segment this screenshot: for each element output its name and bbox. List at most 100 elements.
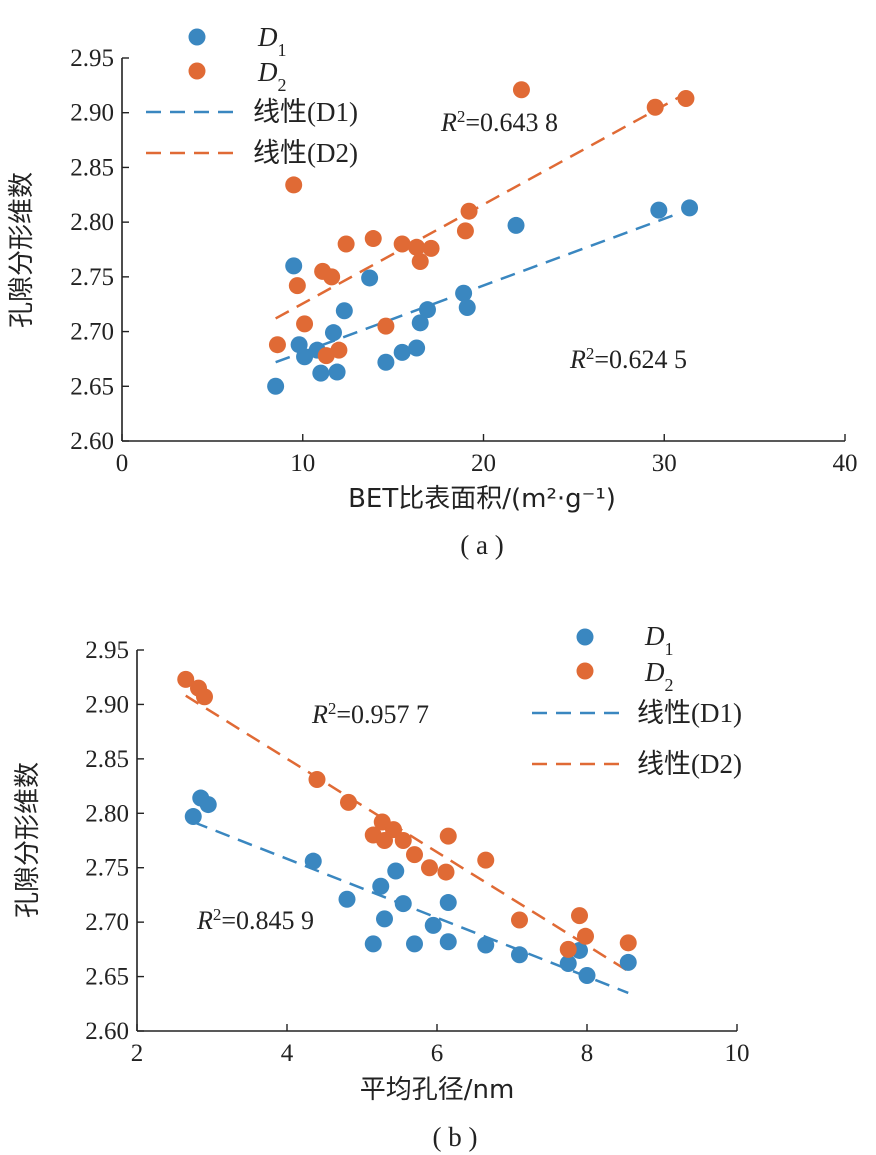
data-point-d2: [364, 230, 382, 248]
chart-b-fit-lines: [185, 694, 629, 995]
chart-a-y-label: 孔隙分形维数: [7, 172, 37, 328]
r2-sup: 2: [328, 699, 337, 718]
data-point-d1: [650, 201, 668, 219]
chart-a-x-label: BET比表面积/(m²·g⁻¹): [348, 484, 616, 514]
y-tick-label: 2.90: [70, 100, 114, 127]
y-tick-label: 2.80: [70, 209, 114, 236]
data-point-d1: [285, 257, 303, 275]
data-point-d2: [460, 202, 478, 220]
data-point-d1: [418, 301, 436, 319]
legend-subscript: 1: [278, 40, 287, 60]
x-tick-label: 10: [290, 450, 315, 477]
fit-line-d2: [275, 96, 680, 320]
y-tick-label: 2.95: [85, 637, 129, 664]
x-tick-label: 4: [281, 1040, 294, 1067]
x-tick-label: 10: [725, 1040, 750, 1067]
data-point-d2: [411, 253, 429, 271]
data-point-d1: [559, 955, 577, 973]
data-point-d1: [619, 953, 637, 971]
data-point-d1: [394, 895, 412, 913]
legend-label-d2: D2: [644, 657, 674, 695]
data-point-d1: [304, 852, 322, 870]
data-point-d2: [421, 859, 438, 877]
data-point-d1: [338, 890, 356, 908]
data-point-d2: [377, 317, 395, 335]
data-point-d2: [177, 670, 195, 688]
data-point-d2: [268, 336, 286, 354]
data-point-d2: [308, 771, 326, 789]
data-point-d1: [408, 339, 426, 357]
chart-b: 2.60 2.65 2.70 2.75 2.80 2.85 2.90 2.95 2 4 6 8 10 D…: [13, 621, 750, 1152]
y-tick-label: 2.85: [85, 746, 129, 773]
chart-a: 2.60 2.65 2.70 2.75 2.80 2.85 2.90 2.95 0 10 20 30 4…: [7, 22, 858, 560]
data-point-d1: [324, 324, 342, 342]
chart-b-axes: 2.60 2.65 2.70 2.75 2.80 2.85 2.90 2.95 2 4 6 8 10: [85, 637, 749, 1067]
data-point-d2: [323, 268, 341, 286]
legend-label-d1: D1: [257, 22, 287, 60]
legend-marker-d1: [576, 628, 594, 646]
r2-label: R: [569, 345, 586, 374]
x-tick-label: 40: [833, 450, 858, 477]
y-tick-label: 2.65: [70, 373, 114, 400]
x-tick-label: 0: [116, 450, 129, 477]
chart-b-caption: ( b ): [433, 1122, 478, 1152]
data-point-d1: [372, 877, 390, 895]
data-point-d2: [559, 940, 577, 958]
data-point-d2: [646, 98, 664, 116]
data-point-d1: [387, 862, 405, 880]
legend-label-fit-d2: 线性(D2): [637, 749, 742, 779]
data-point-d1: [376, 910, 393, 928]
chart-a-r2-d2: R2=0.643 8: [440, 107, 558, 138]
legend-label-d2: D2: [257, 57, 287, 95]
y-tick-label: 2.70: [70, 319, 114, 346]
legend-label-d1: D1: [644, 621, 674, 659]
r2-value: =0.957 7: [336, 700, 429, 729]
data-point-d1: [328, 363, 346, 381]
legend-label-fit-d1: 线性(D1): [637, 698, 742, 728]
data-point-d2: [394, 832, 412, 849]
data-point-d2: [439, 827, 457, 845]
y-tick-label: 2.60: [70, 428, 114, 455]
chart-b-y-label: 孔隙分形维数: [13, 762, 43, 918]
data-point-d1: [184, 808, 202, 826]
r2-sup: 2: [213, 905, 222, 924]
chart-a-legend: D1 D2 线性(D1) 线性(D2): [146, 22, 358, 168]
data-point-d2: [677, 89, 695, 107]
legend-marker-d2: [188, 62, 206, 80]
fit-line-d2: [185, 694, 629, 973]
y-tick-label: 2.75: [85, 855, 129, 882]
legend-label-d1-text: D: [644, 621, 665, 651]
data-point-d1: [411, 314, 429, 332]
legend-label-fit-d1: 线性(D1): [253, 97, 358, 127]
y-tick-label: 2.85: [70, 154, 114, 181]
legend-label-d2-text: D: [644, 657, 665, 687]
data-point-d2: [330, 341, 348, 359]
y-tick-label: 2.65: [85, 964, 129, 991]
r2-label: R: [440, 108, 457, 137]
y-tick-label: 2.60: [85, 1018, 129, 1045]
data-point-d2: [619, 934, 637, 952]
chart-a-caption: ( a ): [460, 530, 503, 560]
data-point-d1: [335, 302, 353, 320]
data-point-d2: [340, 793, 357, 811]
data-point-d2: [511, 911, 528, 929]
x-tick-label: 6: [431, 1040, 444, 1067]
legend-label-d2-text: D: [257, 57, 278, 87]
data-point-d1: [681, 199, 699, 217]
data-point-d2: [512, 81, 530, 99]
y-tick-label: 2.80: [85, 800, 129, 827]
data-point-d2: [477, 851, 495, 869]
fit-line-d1: [192, 820, 629, 995]
data-point-d1: [364, 935, 382, 953]
chart-b-x-label: 平均孔径/nm: [360, 1075, 515, 1105]
r2-value: =0.845 9: [221, 906, 314, 935]
y-tick-label: 2.90: [85, 691, 129, 718]
legend-subscript: 2: [278, 75, 287, 95]
data-point-d1: [406, 935, 423, 953]
data-point-d2: [393, 235, 411, 253]
data-point-d2: [422, 239, 440, 257]
chart-b-r2-d2: R2=0.957 7: [311, 699, 429, 730]
data-point-d2: [571, 907, 588, 925]
data-point-d2: [385, 821, 402, 839]
x-tick-label: 8: [581, 1040, 594, 1067]
